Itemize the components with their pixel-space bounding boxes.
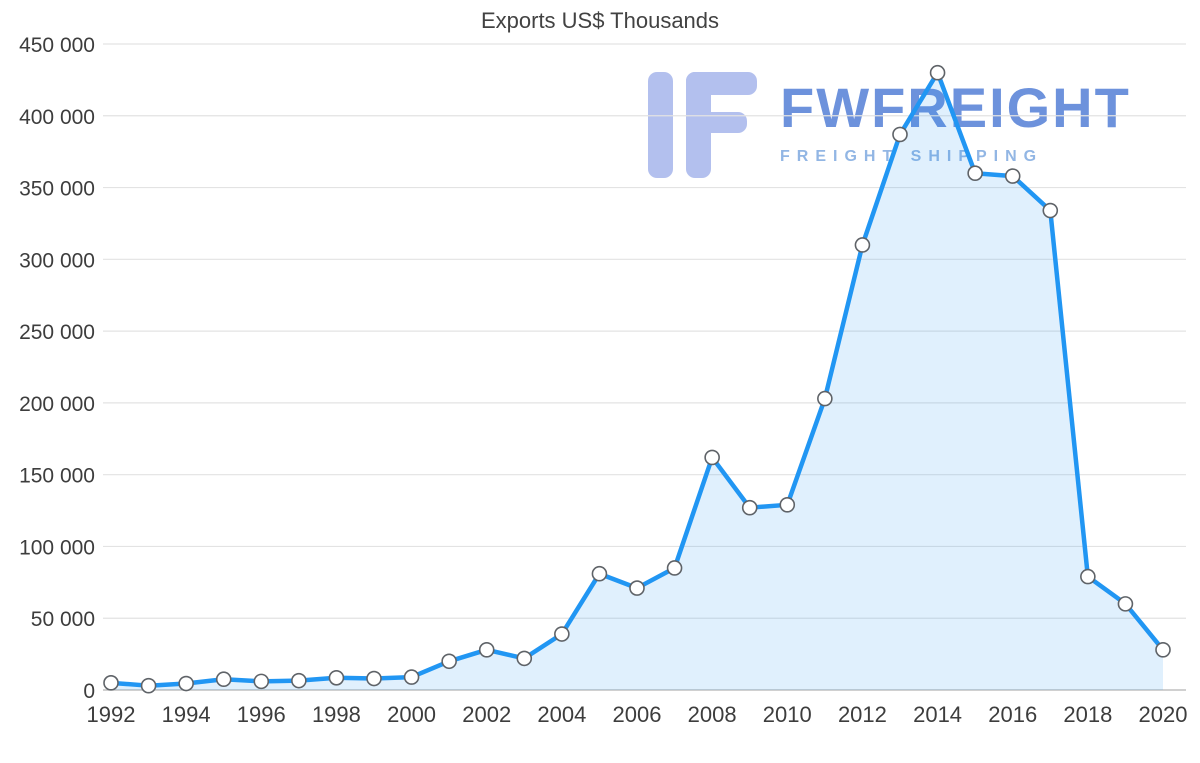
y-tick-label: 400 000	[19, 106, 95, 129]
x-tick-label: 2000	[387, 702, 436, 727]
chart-title: Exports US$ Thousands	[480, 8, 720, 33]
y-tick-label: 250 000	[19, 321, 95, 344]
x-tick-label: 1992	[87, 702, 136, 727]
data-point-marker	[629, 580, 645, 596]
data-point-marker	[854, 237, 871, 253]
x-tick-label: 1996	[237, 702, 286, 727]
x-tick-label: 2018	[1063, 702, 1112, 727]
data-point-marker	[554, 626, 570, 642]
data-point-marker	[178, 675, 194, 692]
x-tick-label: 1994	[162, 702, 211, 727]
data-point-marker	[1042, 202, 1059, 219]
data-point-marker	[1080, 568, 1096, 585]
data-point-marker	[103, 675, 119, 691]
y-tick-label: 350 000	[19, 178, 95, 201]
x-tick-label: 2016	[988, 702, 1037, 727]
y-tick-label: 0	[83, 680, 95, 703]
data-point-marker	[1004, 168, 1021, 184]
x-tick-label: 2010	[763, 702, 812, 727]
y-tick-label: 50 000	[31, 608, 95, 631]
x-tick-label: 2012	[838, 702, 887, 727]
x-tick-label: 2004	[537, 702, 586, 727]
data-point-marker	[666, 560, 683, 576]
x-tick-label: 1998	[312, 702, 361, 727]
data-point-marker	[817, 390, 833, 407]
y-tick-label: 450 000	[19, 34, 95, 57]
data-point-marker	[591, 565, 608, 582]
data-point-marker	[967, 165, 983, 181]
data-point-marker	[215, 671, 232, 688]
data-point-marker	[253, 673, 270, 690]
data-point-marker	[1117, 596, 1134, 612]
data-point-marker	[704, 449, 720, 466]
y-tick-label: 100 000	[19, 536, 95, 559]
data-point-marker	[478, 642, 495, 658]
data-point-marker	[779, 497, 796, 513]
data-point-marker	[403, 669, 420, 685]
x-tick-label: 2014	[913, 702, 962, 727]
y-tick-label: 300 000	[19, 249, 95, 272]
x-tick-label: 2008	[688, 702, 737, 727]
x-tick-label: 2002	[462, 702, 511, 727]
data-point-marker	[140, 677, 157, 694]
data-point-marker	[741, 499, 758, 516]
data-point-marker	[291, 672, 307, 689]
y-tick-label: 150 000	[19, 465, 95, 488]
data-point-marker	[892, 126, 908, 143]
x-tick-label: 2006	[613, 702, 662, 727]
data-point-marker	[328, 669, 345, 686]
data-point-marker	[366, 670, 382, 687]
data-point-marker	[929, 64, 946, 81]
x-tick-label: 2020	[1139, 702, 1188, 727]
data-point-marker	[441, 653, 457, 670]
y-tick-label: 200 000	[19, 393, 95, 416]
data-point-marker	[1155, 642, 1171, 658]
data-point-marker	[516, 650, 533, 667]
area-fill	[111, 72, 1163, 690]
